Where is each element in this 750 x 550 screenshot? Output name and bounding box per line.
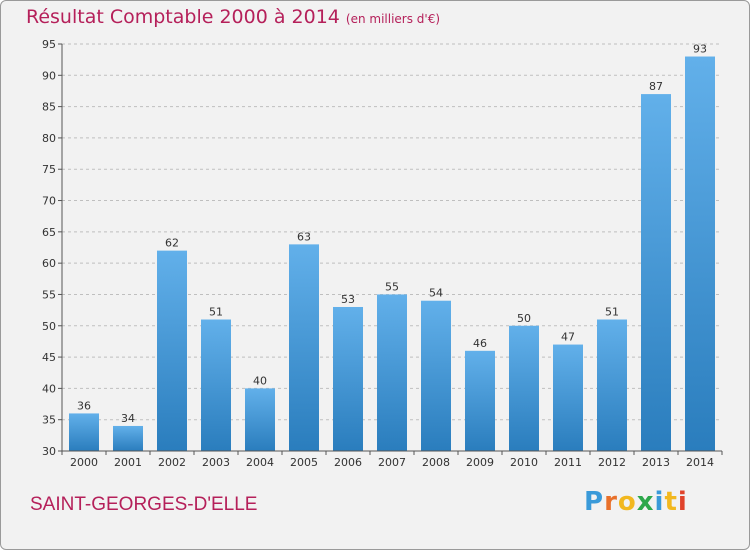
logo-letter: x	[636, 487, 655, 517]
x-tick-label: 2011	[554, 456, 582, 469]
x-tick-label: 2003	[202, 456, 230, 469]
x-tick-label: 2013	[642, 456, 670, 469]
chart-subtitle: (en milliers d'€)	[345, 12, 441, 26]
x-tick-label: 2009	[466, 456, 494, 469]
bar-2011	[553, 344, 583, 451]
data-label: 53	[341, 293, 355, 306]
y-tick-label: 80	[42, 132, 56, 145]
bar-2004	[245, 388, 275, 451]
y-tick-label: 70	[42, 195, 56, 208]
x-tick-label: 2010	[510, 456, 538, 469]
commune-name: SAINT-GEORGES-D'ELLE	[30, 494, 258, 515]
x-tick-label: 2000	[70, 456, 98, 469]
proxiti-logo: Proxiti	[584, 487, 688, 517]
x-tick-label: 2001	[114, 456, 142, 469]
data-label: 36	[77, 399, 91, 412]
data-label: 63	[297, 230, 311, 243]
y-tick-label: 50	[42, 320, 56, 333]
y-tick-label: 30	[42, 445, 56, 458]
x-tick-label: 2004	[246, 456, 274, 469]
bar-2007	[377, 294, 407, 451]
data-label: 51	[605, 306, 619, 319]
bar-2006	[333, 306, 363, 451]
y-tick-label: 60	[42, 257, 56, 270]
data-label: 93	[693, 43, 707, 56]
bar-2000	[69, 413, 99, 451]
bar-2009	[465, 350, 495, 451]
bar-2003	[201, 319, 231, 451]
logo-letter: i	[677, 487, 688, 517]
bars: 36 34 62 51 40 63 53 55 54 46 50 47 51 87 93	[69, 43, 715, 452]
data-label: 50	[517, 312, 531, 325]
y-tick-label: 45	[42, 351, 56, 364]
logo-letter: P	[584, 487, 605, 517]
x-tick-label: 2006	[334, 456, 362, 469]
bar-2012	[597, 319, 627, 451]
logo-letter: t	[664, 487, 678, 517]
bar-2010	[509, 325, 539, 451]
y-tick-label: 75	[42, 163, 56, 176]
title-text: Résultat Comptable 2000 à 2014	[26, 6, 340, 28]
data-label: 54	[429, 287, 443, 300]
bar-2002	[157, 250, 187, 451]
logo-letter: i	[654, 487, 665, 517]
chart-title: Résultat Comptable 2000 à 2014 (en millie…	[26, 6, 440, 28]
bar-2008	[421, 300, 451, 451]
y-tick-label: 85	[42, 101, 56, 114]
logo-letter: o	[617, 487, 637, 517]
y-tick-label: 90	[42, 69, 56, 82]
y-tick-label: 95	[42, 38, 56, 51]
bar-2005	[289, 244, 319, 451]
data-label: 55	[385, 280, 399, 293]
data-label: 47	[561, 331, 575, 344]
data-label: 87	[649, 80, 663, 93]
bar-2014	[685, 56, 715, 452]
y-tick-label: 35	[42, 414, 56, 427]
x-tick-label: 2005	[290, 456, 318, 469]
x-axis: 2000 2001 2002 2003 2004 2005 2006 2007 2008 2009…	[61, 450, 723, 469]
x-tick-label: 2014	[686, 456, 714, 469]
bar-2001	[113, 425, 143, 451]
data-label: 40	[253, 374, 267, 387]
y-tick-label: 40	[42, 382, 56, 395]
x-tick-label: 2002	[158, 456, 186, 469]
y-axis: 30 35 40 45 50 55 60 65 70 75 80 85 90 95	[42, 38, 63, 458]
logo-letter: r	[604, 487, 618, 517]
x-tick-label: 2012	[598, 456, 626, 469]
data-label: 51	[209, 306, 223, 319]
y-tick-label: 55	[42, 288, 56, 301]
data-label: 62	[165, 237, 179, 250]
bar-2013	[641, 94, 671, 451]
y-tick-label: 65	[42, 226, 56, 239]
x-tick-label: 2008	[422, 456, 450, 469]
x-tick-label: 2007	[378, 456, 406, 469]
data-label: 46	[473, 337, 487, 350]
data-label: 34	[121, 412, 135, 425]
